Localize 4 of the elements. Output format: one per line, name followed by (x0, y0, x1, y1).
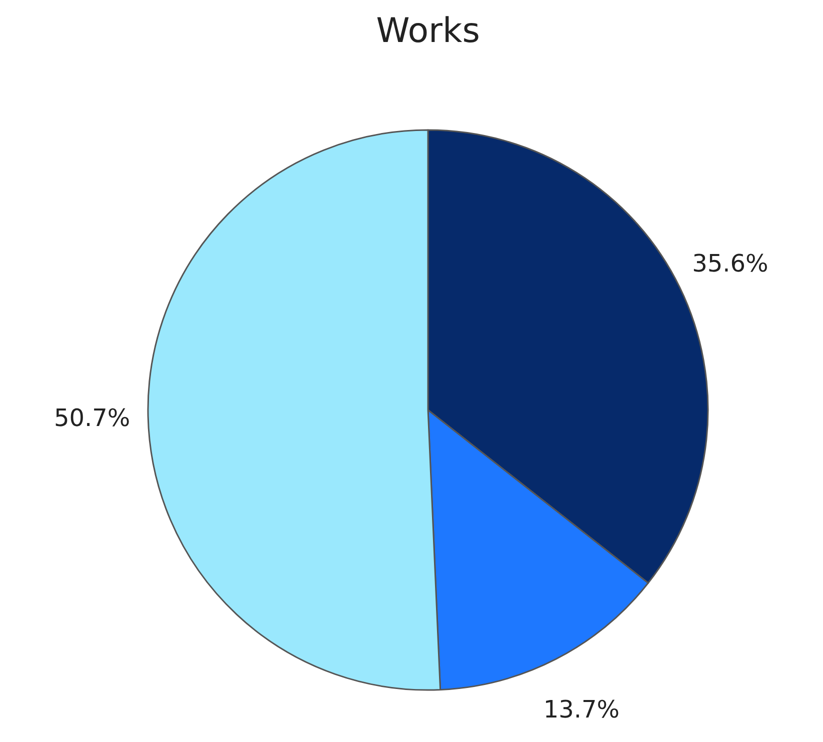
data-label: 50.7% (54, 404, 130, 432)
chart-title: Works (376, 11, 480, 51)
data-label: 35.6% (692, 250, 768, 278)
data-label: 13.7% (543, 695, 620, 724)
